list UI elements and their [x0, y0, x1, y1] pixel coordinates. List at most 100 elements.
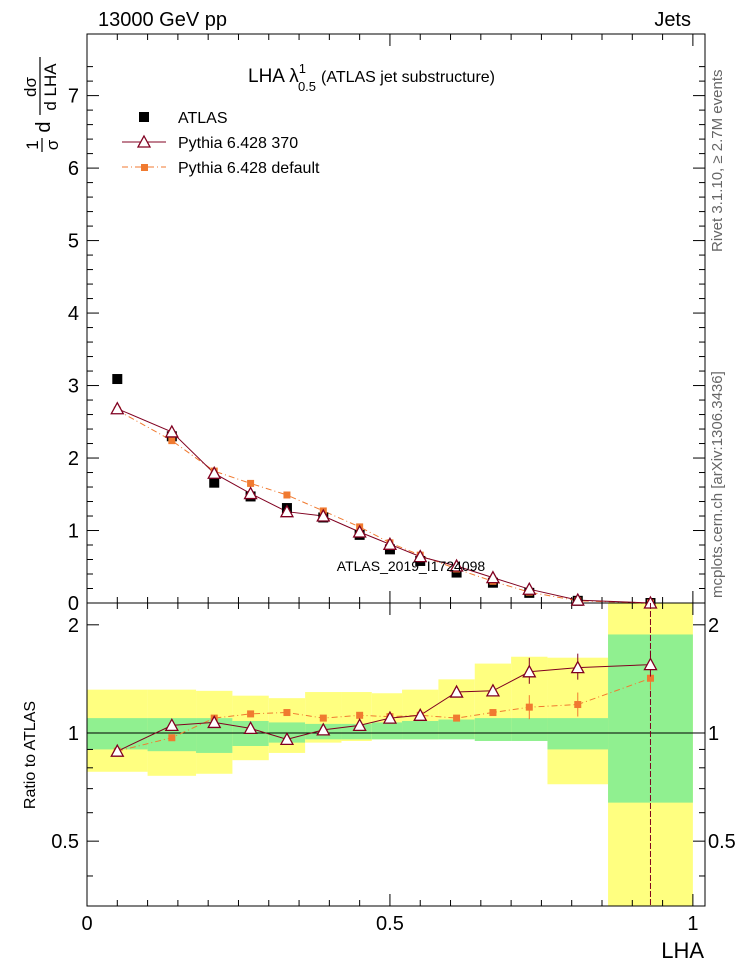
main-title-suffix: (ATLAS jet substructure) — [321, 69, 495, 86]
ratio-y-tick-label-right: 2 — [708, 615, 719, 637]
legend-label-pythia-default: Pythia 6.428 default — [178, 160, 320, 177]
main-y-tick-label: 1 — [68, 521, 79, 543]
pythia-default-point — [247, 479, 255, 487]
pythia370-point — [164, 424, 179, 438]
ratio-pythia-default-point — [247, 710, 255, 718]
ratio-pythia-default-point — [646, 674, 654, 682]
pythia-default-point — [283, 491, 291, 499]
main-line-pythia370 — [117, 408, 651, 604]
green-band-7 — [371, 722, 403, 740]
ratio-pythia-default-point — [319, 714, 327, 722]
rivet-label: Rivet 3.1.10, ≥ 2.7M events — [709, 70, 726, 253]
ratio-ticks: 0.5 1 2 0.5 1 2 0 0.5 1 — [51, 603, 736, 935]
ylabel-frac2-num: dσ — [21, 77, 40, 97]
ratio-pythia-default-point — [453, 714, 461, 722]
ratio-pythia370-point — [316, 722, 331, 736]
green-band-8 — [402, 720, 439, 740]
pythia370-point — [110, 401, 125, 415]
ratio-y-tick-label-right: 1 — [708, 723, 719, 745]
ratio-pythia-default-point — [525, 703, 533, 711]
ratio-pythia370-point — [413, 707, 428, 721]
pythia370-point — [522, 581, 537, 595]
ratio-pythia-default-point — [283, 709, 291, 717]
atlas-data-point — [451, 567, 462, 578]
ratio-uncertainty-bands — [87, 603, 705, 906]
legend-label-pythia370: Pythia 6.428 370 — [178, 135, 298, 152]
main-title-text: LHA λ — [248, 66, 299, 87]
main-title: LHA λ1 0.5 (ATLAS jet substructure) — [248, 61, 495, 94]
header-left-label: 13000 GeV pp — [98, 9, 227, 31]
legend-marker-pythia-default — [141, 164, 148, 171]
ylabel-prefix: d — [33, 121, 55, 132]
ratio-pythia370-point — [243, 721, 258, 735]
main-y-tick-label: 0 — [68, 593, 79, 615]
ratio-pythia370-point — [164, 718, 179, 732]
pythia370-point — [449, 558, 464, 572]
ratio-y-axis-label: Ratio to ATLAS — [22, 701, 39, 809]
ratio-pythia370-point — [522, 664, 537, 678]
x-axis-label: LHA — [661, 938, 704, 963]
pythia370-point — [382, 536, 398, 550]
ratio-y-tick-label-left: 1 — [68, 723, 79, 745]
ratio-pythia-default-point — [574, 701, 582, 709]
ratio-y-tick-label-left: 2 — [68, 615, 79, 637]
main-y-ticks: 0 1 2 3 4 5 6 7 — [68, 34, 705, 615]
main-title-sup: 1 — [299, 61, 306, 76]
header-right-label: Jets — [654, 9, 691, 31]
main-y-tick-label: 6 — [68, 158, 79, 180]
legend-marker-atlas — [139, 112, 149, 122]
ratio-pythia370-point — [449, 684, 464, 698]
atlas-data-point — [112, 374, 123, 385]
ratio-pythia370-point — [643, 657, 658, 671]
ratio-line-pythia-default — [117, 677, 651, 752]
analysis-watermark: ATLAS_2019_I1724098 — [337, 558, 486, 574]
ratio-line-pythia370 — [117, 664, 651, 752]
main-line-pythia-default — [117, 409, 651, 604]
ratio-pythia370-point — [207, 715, 222, 729]
pythia370-point — [316, 508, 331, 522]
main-y-tick-label: 3 — [68, 376, 79, 398]
pythia370-point — [485, 570, 501, 584]
ratio-series — [110, 603, 658, 906]
pythia370-point — [207, 465, 222, 479]
ratio-pythia-default-point — [168, 734, 176, 742]
ylabel-frac1-num: 1 — [23, 140, 42, 149]
green-band-11 — [511, 718, 548, 741]
ratio-pythia-default-point — [356, 711, 364, 719]
pythia370-point — [279, 504, 295, 518]
ratio-pythia370-point — [279, 731, 295, 746]
ratio-pythia370-point — [485, 683, 501, 697]
green-band-12 — [547, 718, 609, 750]
main-y-axis-label: 1 σ d dσ d LHA — [21, 57, 62, 152]
legend: ATLAS Pythia 6.428 370 Pythia 6.428 defa… — [122, 110, 320, 177]
pythia370-point — [570, 592, 585, 606]
ratio-pythia370-point — [110, 743, 125, 757]
legend-label-atlas: ATLAS — [178, 110, 228, 127]
pythia370-point — [243, 486, 258, 500]
ratio-pythia370-point — [382, 710, 398, 724]
green-band-10 — [474, 718, 512, 741]
ratio-y-tick-label-left: 0.5 — [51, 831, 79, 853]
x-tick-label: 0 — [81, 913, 92, 935]
mcplots-label: mcplots.cern.ch [arXiv:1306.3436] — [709, 371, 726, 598]
main-y-tick-label: 5 — [68, 231, 79, 253]
main-y-tick-label: 2 — [68, 448, 79, 470]
x-tick-label: 1 — [687, 913, 698, 935]
x-tick-label: 0.5 — [376, 913, 404, 935]
ratio-pythia-default-point — [489, 709, 497, 717]
main-y-tick-label: 7 — [68, 86, 79, 108]
main-title-sub: 0.5 — [298, 79, 316, 94]
pythia370-point — [413, 549, 428, 563]
ratio-plot-frame — [86, 602, 706, 907]
ylabel-frac2-den: d LHA — [41, 63, 60, 111]
pythia370-point — [352, 524, 367, 538]
ratio-pythia370-point — [352, 718, 367, 732]
main-y-tick-label: 4 — [68, 303, 79, 325]
legend-marker-pythia370 — [136, 134, 152, 148]
ylabel-frac1-den: σ — [43, 139, 62, 150]
pythia-default-point — [168, 437, 176, 445]
green-band-9 — [438, 719, 475, 740]
ratio-y-tick-label-right: 0.5 — [708, 831, 736, 853]
atlas-data-point — [209, 477, 220, 488]
